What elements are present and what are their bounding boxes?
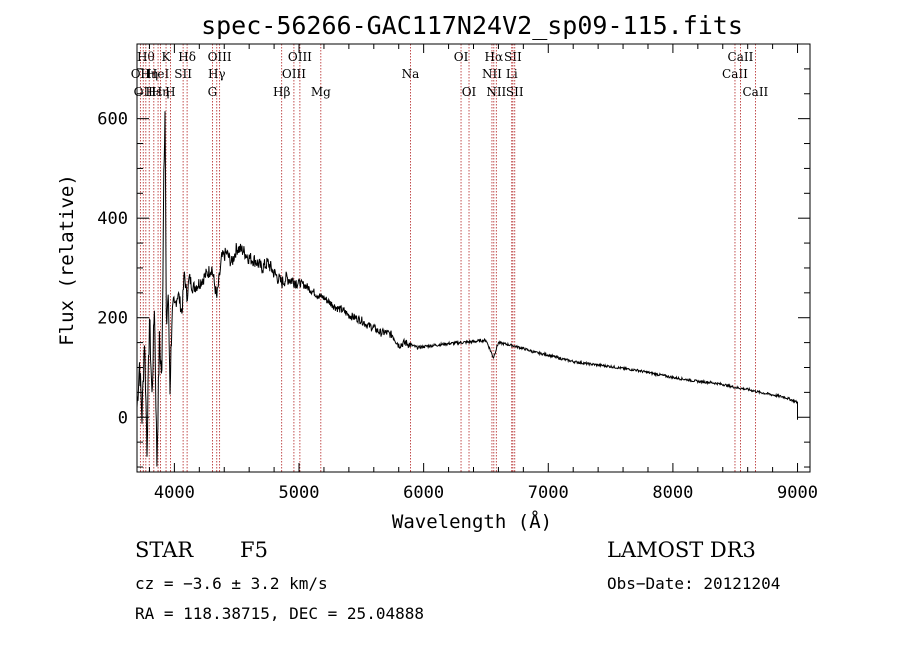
line-label: K <box>162 50 172 64</box>
x-tick-label: 8000 <box>652 483 693 503</box>
line-label: NII <box>486 85 506 99</box>
line-label: CaII <box>722 67 748 81</box>
line-label: Na <box>402 67 420 81</box>
x-tick-label: 7000 <box>528 483 569 503</box>
y-tick-label: 0 <box>118 408 128 428</box>
line-label: Hγ <box>208 67 226 81</box>
line-label: NII <box>482 67 502 81</box>
redshift-velocity: cz = −3.6 ± 3.2 km/s <box>135 574 328 593</box>
line-label: Hη <box>152 85 170 99</box>
line-label: OI <box>462 85 477 99</box>
line-label: OIII <box>288 50 312 64</box>
line-label: H <box>165 85 175 99</box>
observation-date: Obs−Date: 20121204 <box>607 574 781 593</box>
y-tick-label: 200 <box>97 309 128 329</box>
line-label: Hθ <box>137 50 155 64</box>
y-axis-label: Flux (relative) <box>56 174 78 346</box>
plot-frame <box>136 43 811 473</box>
object-class: STAR <box>135 538 194 562</box>
x-axis-label: Wavelength (Å) <box>392 510 552 533</box>
survey-name: LAMOST DR3 <box>607 538 756 562</box>
line-label: Hα <box>485 50 504 64</box>
axis-ticks: 4000 5000 6000 7000 8000 9000 0 200 400 600 <box>97 44 818 503</box>
line-label: CaII <box>742 85 768 99</box>
line-label: Mg <box>311 85 331 99</box>
line-label: SII <box>506 85 524 99</box>
x-tick-label: 6000 <box>403 483 444 503</box>
line-label: HeI <box>147 67 170 81</box>
line-label: CaII <box>728 50 754 64</box>
object-subclass: F5 <box>240 538 268 562</box>
line-label: OI <box>454 50 469 64</box>
y-tick-label: 600 <box>97 110 128 130</box>
spectrum-series-line <box>136 111 798 467</box>
line-label: SII <box>174 67 192 81</box>
line-label: Li <box>506 67 518 81</box>
line-label: G <box>208 85 218 99</box>
x-tick-label: 5000 <box>279 483 320 503</box>
line-label: OII <box>134 85 154 99</box>
x-tick-label: 9000 <box>777 483 818 503</box>
line-label: Hβ <box>273 85 290 99</box>
spectrum-chart: spec-56266-GAC117N24V2_sp09-115.fits OII… <box>56 11 818 533</box>
y-tick-label: 400 <box>97 209 128 229</box>
line-label: SII <box>504 50 522 64</box>
line-label: OIII <box>208 50 232 64</box>
line-label: Hδ <box>178 50 196 64</box>
line-label: OIII <box>282 67 306 81</box>
spectral-line-markers: OIIOIIHθHηHεHeIHηKHSIIHδGHγOIIIHβOIIIOII… <box>131 44 769 472</box>
x-tick-label: 4000 <box>154 483 195 503</box>
chart-title: spec-56266-GAC117N24V2_sp09-115.fits <box>201 11 743 40</box>
coordinates: RA = 118.38715, DEC = 25.04888 <box>135 604 424 623</box>
line-label: OII <box>131 67 151 81</box>
